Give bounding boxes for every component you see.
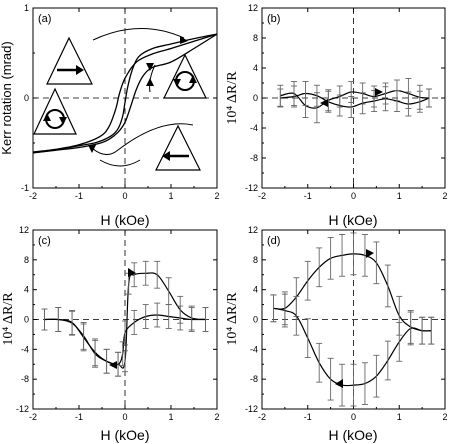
y-tick-label: -8 — [21, 374, 29, 384]
y-tick-label: 0 — [253, 93, 258, 103]
series-line — [280, 92, 430, 108]
y-tick-label: 8 — [253, 255, 258, 265]
x-tick-label: -1 — [304, 412, 312, 422]
series-line — [32, 33, 218, 153]
x-tick-label: 2 — [442, 191, 447, 201]
y-tick-label: -12 — [16, 404, 29, 414]
panel-d-label: (d) — [267, 235, 280, 247]
panel-b-ylabel: 10⁴ ΔR/R — [225, 71, 240, 125]
y-tick-label: -4 — [250, 123, 258, 133]
series-line — [280, 89, 430, 109]
panel-c-label: (c) — [38, 235, 51, 247]
x-tick-label: 1 — [397, 191, 402, 201]
y-tick-label: -12 — [245, 404, 258, 414]
triangle-right-arrow-icon — [46, 36, 93, 85]
y-tick-label: -4 — [250, 344, 258, 354]
panel-d-zero-lines — [262, 230, 445, 409]
x-tick-label: 1 — [168, 412, 173, 422]
x-tick-label: 1 — [397, 412, 402, 422]
x-tick-label: -2 — [258, 412, 266, 422]
series-line — [44, 314, 206, 366]
series-line — [32, 33, 218, 154]
y-tick-label: 12 — [248, 225, 258, 235]
y-tick-label: 12 — [248, 3, 258, 13]
y-tick-label: 8 — [253, 33, 258, 43]
panel-d-xlabel: H (kOe) — [329, 427, 378, 443]
triangle-ccw-circle-icon — [33, 87, 77, 135]
series-line — [32, 33, 218, 154]
panel-a-ylabel: Kerr rotation (mrad) — [0, 41, 14, 154]
y-tick-label: 4 — [253, 63, 258, 73]
y-tick-label: -8 — [250, 153, 258, 163]
x-tick-label: -1 — [75, 191, 83, 201]
y-tick-label: -1 — [21, 183, 29, 193]
x-tick-label: -2 — [258, 191, 266, 201]
y-tick-label: 0 — [24, 93, 29, 103]
x-tick-label: -1 — [75, 412, 83, 422]
panel-c-arrowheads — [109, 268, 136, 369]
x-tick-label: 0 — [122, 412, 127, 422]
panel-a-label: (a) — [38, 13, 51, 25]
panel-b-curves — [277, 78, 432, 124]
x-tick-label: 0 — [122, 191, 127, 201]
x-tick-label: 2 — [214, 191, 219, 201]
y-tick-label: 0 — [24, 315, 29, 325]
panel-a-curves — [32, 33, 218, 154]
x-tick-label: -1 — [304, 191, 312, 201]
panel-b-label: (b) — [267, 13, 280, 25]
panel-a-ticks: -2 -1 0 1 2-101 — [21, 3, 220, 201]
panel-b-zero-lines — [262, 8, 445, 188]
y-tick-label: 4 — [24, 285, 29, 295]
panel-d-arrowheads — [335, 249, 374, 388]
panel-b-xlabel: H (kOe) — [329, 212, 378, 228]
x-tick-label: 2 — [442, 412, 447, 422]
y-tick-label: -4 — [21, 344, 29, 354]
x-tick-label: -2 — [29, 412, 37, 422]
y-tick-label: -8 — [250, 374, 258, 384]
panel-c-curves — [41, 260, 209, 377]
panel-c-xlabel: H (kOe) — [101, 427, 150, 443]
y-tick-label: -12 — [245, 183, 258, 193]
x-tick-label: -2 — [29, 191, 37, 201]
triangle-cw-circle-icon — [163, 53, 207, 99]
x-tick-label: 1 — [168, 191, 173, 201]
panel-d-ylabel: 10⁴ ΔR/R — [225, 292, 240, 346]
y-tick-label: 12 — [19, 225, 29, 235]
x-tick-label: 0 — [351, 412, 356, 422]
panel-b-arrowheads — [320, 88, 383, 107]
x-tick-label: 0 — [351, 191, 356, 201]
panel-d-curves — [270, 232, 435, 407]
panel-a-xlabel: H (kOe) — [101, 212, 150, 228]
y-tick-label: 0 — [253, 315, 258, 325]
pointer-arrowheads — [88, 36, 188, 153]
panel-a: -2 -1 0 1 2-101 (a) H (kOe) Kerr rotation (m… — [0, 3, 220, 228]
pointer-arrows — [91, 28, 194, 167]
y-tick-label: 8 — [24, 255, 29, 265]
y-tick-label: 4 — [253, 285, 258, 295]
panel-c-ylabel: 10⁴ ΔR/R — [1, 292, 16, 346]
x-tick-label: 2 — [214, 412, 219, 422]
y-tick-label: 1 — [24, 3, 29, 13]
triangle-left-arrow-icon — [155, 124, 201, 171]
